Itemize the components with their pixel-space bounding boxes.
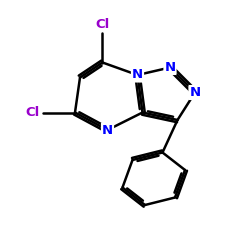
Text: N: N: [132, 68, 143, 82]
Text: N: N: [164, 61, 175, 74]
Text: N: N: [190, 86, 200, 99]
Text: N: N: [102, 124, 113, 136]
Text: Cl: Cl: [95, 18, 110, 31]
Text: Cl: Cl: [26, 106, 40, 119]
